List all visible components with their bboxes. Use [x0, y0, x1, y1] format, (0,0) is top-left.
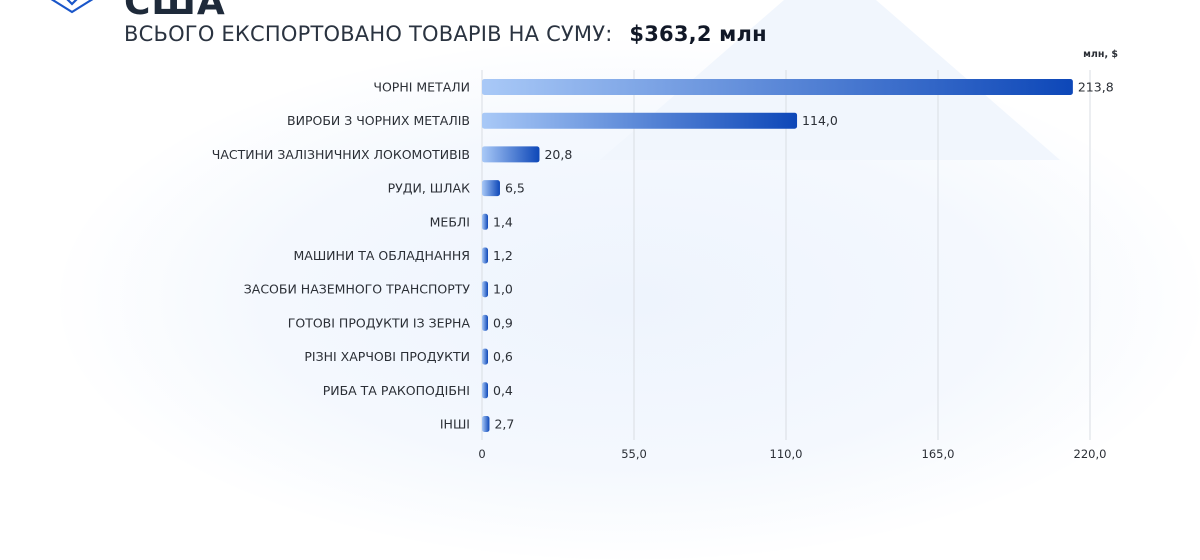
bar — [482, 382, 488, 399]
value-label: 20,8 — [544, 147, 572, 162]
bar — [482, 146, 540, 163]
x-tick-label: 55,0 — [621, 447, 647, 461]
value-label: 6,5 — [505, 181, 525, 196]
category-label: РИБА ТА РАКОПОДІБНІ — [323, 383, 470, 398]
x-tick-label: 165,0 — [922, 447, 955, 461]
category-label: ВИРОБИ З ЧОРНИХ МЕТАЛІВ — [287, 113, 470, 128]
value-label: 0,9 — [493, 315, 513, 330]
value-label: 0,4 — [493, 383, 513, 398]
emblem-icon — [50, 0, 94, 14]
category-label: ЗАСОБИ НАЗЕМНОГО ТРАНСПОРТУ — [244, 282, 471, 297]
bar — [482, 416, 490, 432]
bar-chart: ЧОРНІ МЕТАЛИ ВИРОБИ З ЧОРНИХ МЕТАЛІВ ЧАСТИ… — [212, 49, 1118, 461]
value-label: 1,0 — [493, 282, 513, 297]
category-labels: ЧОРНІ МЕТАЛИ ВИРОБИ З ЧОРНИХ МЕТАЛІВ ЧАСТИ… — [212, 80, 471, 432]
total-value: $363,2 млн — [629, 22, 767, 46]
x-tick-label: 220,0 — [1074, 447, 1107, 461]
unit-label: млн, $ — [1083, 49, 1118, 60]
category-label: РУДИ, ШЛАК — [388, 181, 471, 196]
country-title: США — [124, 0, 226, 23]
x-axis-ticks: 0 55,0 110,0 165,0 220,0 — [478, 447, 1106, 461]
bar — [482, 79, 1073, 95]
bar — [482, 314, 488, 331]
bar — [482, 247, 488, 264]
value-labels: 213,8 114,0 20,8 6,5 1,4 1,2 1,0 0,9 0,6 0,4 2,7 — [493, 80, 1114, 432]
category-label: ГОТОВІ ПРОДУКТИ ІЗ ЗЕРНА — [288, 315, 471, 330]
bar — [482, 348, 488, 365]
x-tick-label: 0 — [478, 447, 485, 461]
value-label: 1,4 — [493, 214, 513, 229]
category-label: МЕБЛІ — [430, 214, 470, 229]
export-total-headline: ВСЬОГО ЕКСПОРТОВАНО ТОВАРІВ НА СУМУ: $36… — [124, 22, 767, 46]
x-tick-label: 110,0 — [770, 447, 803, 461]
bar — [482, 180, 500, 197]
bar — [482, 281, 488, 298]
bar — [482, 213, 488, 230]
category-label: ІНШІ — [440, 417, 470, 432]
value-label: 2,7 — [494, 417, 514, 432]
value-label: 1,2 — [493, 248, 513, 263]
category-label: ЧОРНІ МЕТАЛИ — [373, 80, 470, 95]
value-label: 213,8 — [1078, 80, 1114, 95]
category-label: МАШИНИ ТА ОБЛАДНАННЯ — [293, 248, 470, 263]
value-label: 114,0 — [802, 113, 838, 128]
category-label: РІЗНІ ХАРЧОВІ ПРОДУКТИ — [304, 349, 470, 364]
value-label: 0,6 — [493, 349, 513, 364]
subtitle-text: ВСЬОГО ЕКСПОРТОВАНО ТОВАРІВ НА СУМУ: — [124, 22, 613, 46]
category-label: ЧАСТИНИ ЗАЛІЗНИЧНИХ ЛОКОМОТИВІВ — [212, 147, 470, 162]
bar — [482, 112, 798, 129]
bars-group — [482, 79, 1073, 432]
